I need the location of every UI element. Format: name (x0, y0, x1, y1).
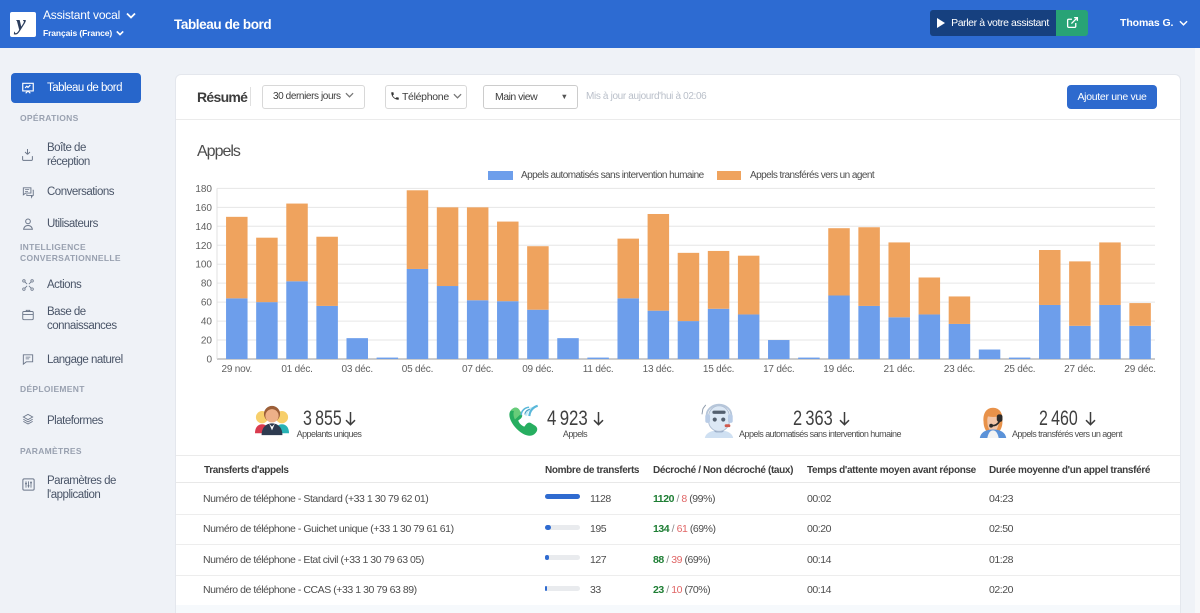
svg-text:100: 100 (195, 260, 212, 271)
svg-text:21 déc.: 21 déc. (884, 364, 915, 375)
svg-text:160: 160 (195, 203, 212, 214)
svg-text:29 nov.: 29 nov. (221, 364, 252, 375)
svg-text:180: 180 (195, 184, 212, 195)
svg-text:17 déc.: 17 déc. (763, 364, 794, 375)
svg-text:13 déc.: 13 déc. (643, 364, 674, 375)
svg-text:15 déc.: 15 déc. (703, 364, 734, 375)
svg-text:29 déc.: 29 déc. (1124, 364, 1155, 375)
svg-text:140: 140 (195, 222, 212, 233)
svg-text:120: 120 (195, 241, 212, 252)
svg-text:40: 40 (201, 317, 213, 328)
svg-text:27 déc.: 27 déc. (1064, 364, 1095, 375)
svg-text:07 déc.: 07 déc. (462, 364, 493, 375)
svg-text:23 déc.: 23 déc. (944, 364, 975, 375)
svg-text:25 déc.: 25 déc. (1004, 364, 1035, 375)
svg-text:80: 80 (201, 279, 213, 290)
svg-text:20: 20 (201, 336, 213, 347)
svg-text:01 déc.: 01 déc. (281, 364, 312, 375)
svg-text:11 déc.: 11 déc. (583, 364, 614, 375)
svg-text:03 déc.: 03 déc. (342, 364, 373, 375)
svg-text:19 déc.: 19 déc. (823, 364, 854, 375)
svg-text:05 déc.: 05 déc. (402, 364, 433, 375)
svg-text:09 déc.: 09 déc. (522, 364, 553, 375)
svg-text:0: 0 (206, 355, 212, 366)
svg-text:60: 60 (201, 298, 213, 309)
